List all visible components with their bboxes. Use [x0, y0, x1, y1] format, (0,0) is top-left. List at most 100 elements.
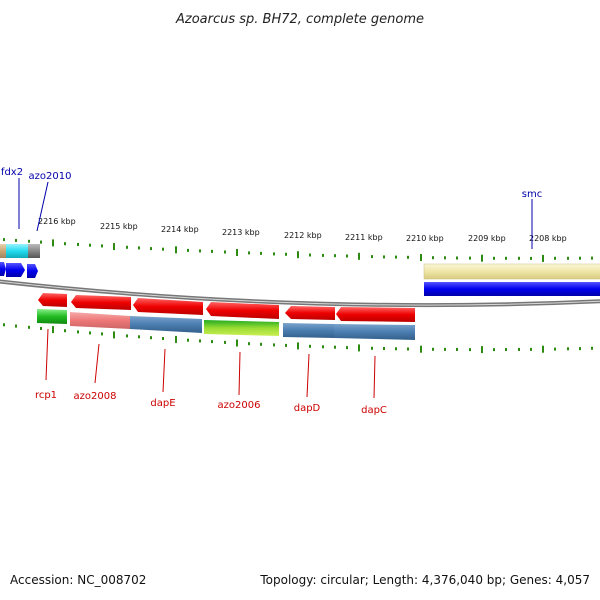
- gene-rcp1-band[interactable]: [37, 309, 67, 324]
- bottom-major-tick: [113, 331, 115, 339]
- gene-azo2006-band[interactable]: [204, 320, 279, 336]
- bottom-minor-tick: [444, 347, 446, 351]
- top-minor-tick: [322, 253, 324, 257]
- top-minor-tick: [567, 256, 569, 260]
- label-azo2008[interactable]: azo2008: [74, 391, 117, 402]
- top-minor-tick: [518, 256, 520, 260]
- tick-label-2209: 2209 kbp: [468, 234, 506, 243]
- leader-dapE: [162, 348, 166, 393]
- top-major-tick: [358, 252, 360, 260]
- gene-dapC-arrow[interactable]: [336, 307, 415, 322]
- bottom-minor-tick: [224, 340, 226, 344]
- label-azo2006[interactable]: azo2006: [218, 400, 261, 411]
- genome-backbone-highlight: [0, 281, 600, 306]
- gene-azo2008-arrow[interactable]: [71, 295, 131, 310]
- gene-blue-arrow-1[interactable]: [0, 262, 6, 276]
- gene-dapC-band[interactable]: [334, 324, 415, 340]
- top-minor-tick: [444, 256, 446, 260]
- top-minor-tick: [383, 255, 385, 259]
- bottom-major-tick: [481, 346, 483, 354]
- bottom-major-tick: [358, 344, 360, 352]
- label-azo2010[interactable]: azo2010: [29, 171, 72, 182]
- bottom-minor-tick: [101, 332, 103, 336]
- top-minor-tick: [150, 247, 152, 251]
- tick-label-2212: 2212 kbp: [284, 231, 322, 240]
- top-minor-tick: [3, 238, 5, 242]
- bottom-minor-tick: [493, 348, 495, 352]
- gene-dapE-band[interactable]: [130, 316, 202, 333]
- gene-rcp1-arrow[interactable]: [38, 293, 67, 307]
- tick-label-2208: 2208 kbp: [529, 234, 567, 243]
- tick-label-2214: 2214 kbp: [161, 225, 199, 234]
- gene-azo2010[interactable]: [28, 244, 40, 258]
- gene-smc[interactable]: [423, 263, 600, 280]
- leader-rcp1: [45, 328, 49, 381]
- label-smc[interactable]: smc: [522, 189, 542, 200]
- top-major-tick: [481, 254, 483, 262]
- top-minor-tick: [273, 252, 275, 256]
- gene-smc-track[interactable]: [424, 282, 600, 296]
- top-minor-tick: [505, 256, 507, 260]
- top-minor-tick: [89, 243, 91, 247]
- gene-blue-arrow-2[interactable]: [6, 263, 25, 277]
- bottom-minor-tick: [309, 344, 311, 348]
- top-major-tick: [236, 249, 238, 256]
- gene-fdx2[interactable]: [6, 244, 28, 258]
- label-dapD[interactable]: dapD: [294, 403, 321, 414]
- scale-ticks-top: [3, 238, 593, 262]
- tick-label-2216: 2216 kbp: [38, 217, 76, 226]
- bottom-minor-tick: [260, 342, 262, 346]
- top-minor-tick: [77, 243, 79, 246]
- bottom-major-tick: [175, 335, 177, 343]
- bottom-minor-tick: [530, 347, 532, 351]
- tick-label-2215: 2215 kbp: [100, 222, 138, 231]
- top-minor-tick: [432, 256, 434, 260]
- top-minor-tick: [579, 256, 581, 260]
- topology-summary: Topology: circular; Length: 4,376,040 bp…: [260, 573, 590, 587]
- leader-azo2006: [238, 351, 241, 396]
- bottom-minor-tick: [64, 329, 66, 333]
- leader-azo2008: [94, 343, 100, 384]
- bottom-minor-tick: [162, 337, 164, 340]
- top-major-tick: [297, 251, 299, 259]
- bottom-minor-tick: [518, 348, 520, 351]
- gene-dapE-arrow[interactable]: [133, 298, 203, 315]
- gene-azo2006-arrow[interactable]: [206, 302, 279, 319]
- top-major-tick: [420, 254, 422, 261]
- bottom-minor-tick: [579, 347, 581, 351]
- label-dapC[interactable]: dapC: [361, 405, 387, 416]
- tick-label-2213: 2213 kbp: [222, 228, 260, 237]
- top-minor-tick: [101, 244, 103, 248]
- bottom-minor-tick: [187, 338, 189, 342]
- bottom-minor-tick: [432, 347, 434, 351]
- bottom-major-tick: [52, 326, 54, 334]
- top-minor-tick: [28, 239, 30, 243]
- bottom-minor-tick: [407, 347, 409, 351]
- bottom-minor-tick: [456, 348, 458, 351]
- accession-text: Accession: NC_008702: [10, 573, 147, 587]
- bottom-minor-tick: [199, 339, 201, 343]
- top-minor-tick: [456, 256, 458, 260]
- bottom-minor-tick: [126, 334, 128, 338]
- label-rcp1[interactable]: rcp1: [35, 390, 57, 401]
- label-dapE[interactable]: dapE: [150, 398, 175, 409]
- top-minor-tick: [260, 251, 262, 255]
- top-minor-tick: [64, 242, 66, 246]
- top-major-tick: [175, 246, 177, 254]
- gene-azo2008-band[interactable]: [70, 312, 130, 329]
- gene-dapD-band[interactable]: [283, 323, 334, 338]
- bottom-minor-tick: [273, 343, 275, 347]
- label-fdx2[interactable]: fdx2: [1, 167, 23, 178]
- bottom-minor-tick: [77, 330, 79, 334]
- bottom-major-tick: [236, 339, 238, 347]
- bottom-major-tick: [297, 342, 299, 350]
- gene-blue-arrow-3[interactable]: [27, 264, 38, 278]
- bottom-strand-genes: [37, 293, 415, 340]
- bottom-minor-tick: [371, 346, 373, 350]
- bottom-minor-tick: [211, 340, 213, 344]
- gene-dapD-arrow[interactable]: [285, 306, 335, 320]
- top-minor-tick: [211, 249, 213, 253]
- bottom-minor-tick: [15, 324, 17, 328]
- gene-tan-partial[interactable]: [0, 244, 6, 258]
